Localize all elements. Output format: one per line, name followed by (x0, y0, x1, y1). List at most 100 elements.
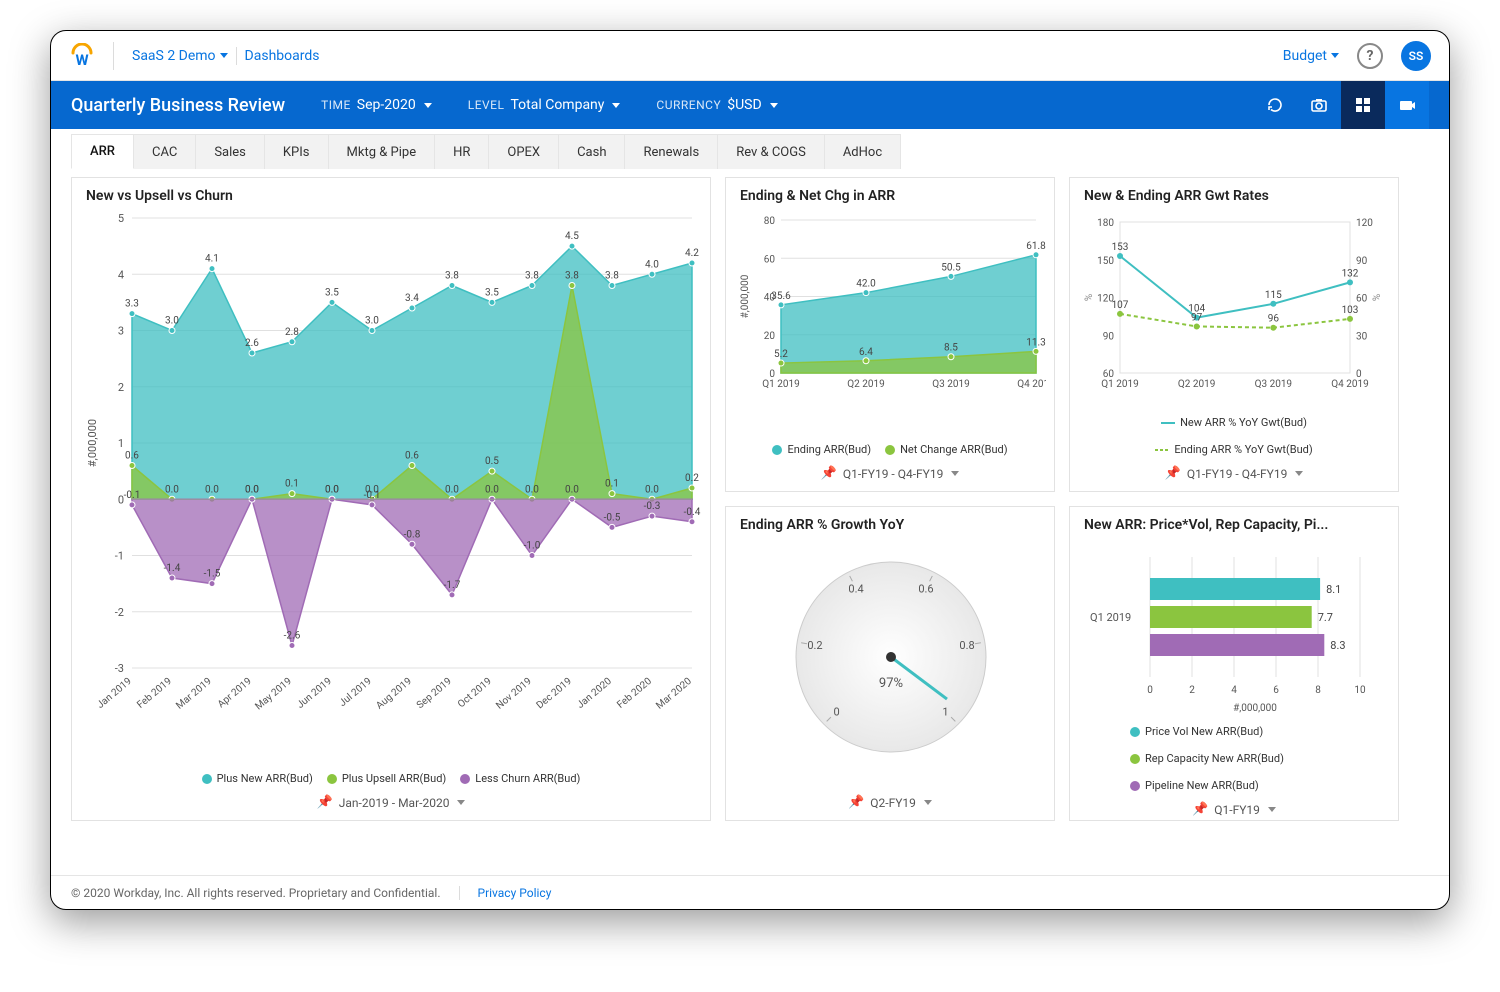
legend-item[interactable]: Plus New ARR(Bud) (202, 772, 313, 785)
tab-hr[interactable]: HR (435, 134, 489, 169)
legend-item[interactable]: New ARR % YoY Gwt(Bud) (1161, 416, 1307, 429)
workspace-selector[interactable]: SaaS 2 Demo (132, 48, 228, 64)
chart-gwt-rates: New & Ending ARR Gwt Rates 6090120150180… (1069, 177, 1399, 492)
svg-text:0.0: 0.0 (565, 484, 579, 495)
chart-title: New vs Upsell vs Churn (72, 178, 710, 208)
svg-text:20: 20 (764, 331, 776, 342)
svg-text:-0.5: -0.5 (604, 512, 621, 523)
level-selector[interactable]: LEVEL Total Company (468, 97, 621, 113)
topbar: W SaaS 2 Demo Dashboards Budget ? SS (51, 31, 1449, 81)
svg-text:Q2 2019: Q2 2019 (847, 379, 884, 390)
svg-text:1: 1 (942, 705, 948, 718)
range-selector[interactable]: Q2-FY19 (870, 796, 916, 810)
legend-item[interactable]: Net Change ARR(Bud) (885, 443, 1007, 456)
tab-sales[interactable]: Sales (196, 134, 265, 169)
pin-icon[interactable]: 📌 (848, 795, 864, 810)
user-avatar[interactable]: SS (1401, 41, 1431, 71)
dashboard-button[interactable] (1341, 81, 1385, 129)
tab-cac[interactable]: CAC (134, 134, 196, 169)
svg-text:0.4: 0.4 (848, 582, 863, 595)
snapshot-button[interactable] (1297, 81, 1341, 129)
svg-text:-3: -3 (115, 662, 124, 675)
svg-text:97: 97 (1191, 312, 1203, 323)
svg-text:2: 2 (118, 381, 124, 394)
tab-cash[interactable]: Cash (559, 134, 625, 169)
svg-text:Q1 2019: Q1 2019 (1101, 379, 1138, 390)
workday-logo[interactable]: W (69, 43, 95, 69)
svg-text:#,000,000: #,000,000 (740, 274, 751, 318)
subheader: Quarterly Business Review TIME Sep-2020 … (51, 81, 1449, 129)
tab-arr[interactable]: ARR (71, 134, 134, 169)
svg-text:Jul 2019: Jul 2019 (337, 676, 374, 709)
svg-text:Q1 2019: Q1 2019 (762, 379, 799, 390)
legend-item[interactable]: Less Churn ARR(Bud) (460, 772, 580, 785)
tab-opex[interactable]: OPEX (489, 134, 559, 169)
pin-icon[interactable]: 📌 (1165, 466, 1181, 481)
svg-text:42.0: 42.0 (856, 279, 876, 290)
svg-text:50.5: 50.5 (941, 262, 961, 273)
svg-text:4.1: 4.1 (205, 254, 219, 265)
svg-text:30: 30 (1356, 331, 1368, 342)
tab-mktg-pipe[interactable]: Mktg & Pipe (329, 134, 436, 169)
section-link[interactable]: Dashboards (245, 48, 320, 64)
currency-selector[interactable]: CURRENCY $USD (656, 97, 777, 113)
separator (113, 42, 114, 70)
budget-dropdown[interactable]: Budget (1283, 48, 1339, 64)
range-selector[interactable]: Q1-FY19 - Q4-FY19 (1187, 467, 1288, 481)
chevron-down-icon (612, 103, 620, 108)
chart-title: New ARR: Price*Vol, Rep Capacity, Pi... (1070, 507, 1398, 537)
svg-text:0.0: 0.0 (205, 484, 219, 495)
svg-text:3.0: 3.0 (365, 316, 379, 327)
page-footer: © 2020 Workday, Inc. All rights reserved… (51, 875, 1449, 909)
svg-text:90: 90 (1103, 331, 1115, 342)
svg-text:3.3: 3.3 (125, 299, 139, 310)
time-selector[interactable]: TIME Sep-2020 (321, 97, 432, 113)
svg-text:4: 4 (118, 268, 124, 281)
label: CURRENCY (656, 98, 721, 112)
legend-item[interactable]: Ending ARR(Bud) (772, 443, 871, 456)
svg-text:103: 103 (1342, 305, 1359, 316)
svg-text:2.8: 2.8 (285, 327, 299, 338)
svg-text:8: 8 (1315, 685, 1321, 696)
svg-text:-2.6: -2.6 (284, 631, 301, 642)
svg-text:Dec 2019: Dec 2019 (535, 676, 574, 711)
svg-text:-1.0: -1.0 (524, 541, 541, 552)
tab-kpis[interactable]: KPIs (265, 134, 329, 169)
svg-text:Q2 2019: Q2 2019 (1178, 379, 1215, 390)
help-button[interactable]: ? (1357, 43, 1383, 69)
svg-text:Q3 2019: Q3 2019 (1255, 379, 1292, 390)
svg-text:Nov 2019: Nov 2019 (494, 676, 534, 712)
svg-text:4.0: 4.0 (645, 259, 659, 270)
svg-text:Feb 2019: Feb 2019 (135, 676, 174, 711)
legend-item[interactable]: Rep Capacity New ARR(Bud) (1130, 752, 1284, 765)
svg-text:W: W (75, 51, 88, 69)
svg-text:0.1: 0.1 (605, 479, 619, 490)
legend-item[interactable]: Price Vol New ARR(Bud) (1130, 725, 1263, 738)
svg-text:Q4 2019: Q4 2019 (1017, 379, 1046, 390)
privacy-link[interactable]: Privacy Policy (478, 886, 552, 900)
pin-icon[interactable]: 📌 (317, 795, 333, 810)
tab-adhoc[interactable]: AdHoc (825, 134, 901, 169)
legend-item[interactable]: Plus Upsell ARR(Bud) (327, 772, 446, 785)
range-selector[interactable]: Jan-2019 - Mar-2020 (339, 796, 450, 810)
svg-text:0.8: 0.8 (959, 639, 974, 652)
legend-item[interactable]: Pipeline New ARR(Bud) (1130, 779, 1259, 792)
svg-text:3.0: 3.0 (165, 316, 179, 327)
range-selector[interactable]: Q1-FY19 (1214, 803, 1260, 817)
svg-text:120: 120 (1356, 218, 1373, 229)
present-button[interactable] (1385, 81, 1429, 129)
svg-text:6.4: 6.4 (859, 347, 873, 358)
svg-text:90: 90 (1356, 256, 1368, 267)
legend-item[interactable]: Ending ARR % YoY Gwt(Bud) (1155, 443, 1312, 456)
pin-icon[interactable]: 📌 (1192, 802, 1208, 817)
refresh-button[interactable] (1253, 81, 1297, 129)
pin-icon[interactable]: 📌 (821, 466, 837, 481)
chevron-down-icon (1268, 807, 1276, 812)
svg-text:115: 115 (1265, 290, 1282, 301)
tab-rev-cogs[interactable]: Rev & COGS (718, 134, 825, 169)
svg-text:-1.5: -1.5 (204, 569, 221, 580)
range-selector[interactable]: Q1-FY19 - Q4-FY19 (843, 467, 944, 481)
chevron-down-icon (1295, 471, 1303, 476)
svg-text:0.0: 0.0 (325, 484, 339, 495)
tab-renewals[interactable]: Renewals (625, 134, 718, 169)
